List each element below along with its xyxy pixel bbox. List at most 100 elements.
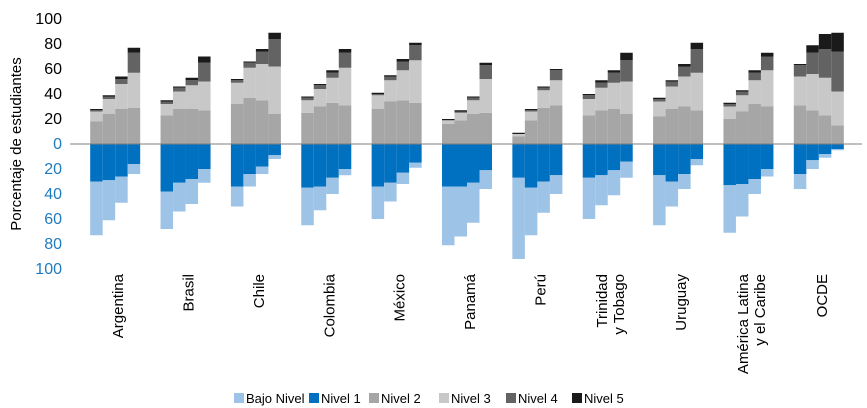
bar-segment-nivel-4 (454, 111, 467, 113)
category-label: Panamá (462, 273, 479, 330)
bar-segment-nivel-3 (595, 87, 608, 111)
bar-segment-nivel-1 (255, 144, 269, 167)
bar-group (90, 47, 141, 236)
bar-segment-nivel-4 (409, 45, 422, 61)
bar-segment-nivel-3 (185, 85, 199, 109)
bar-group (230, 32, 281, 207)
bar-segment-nivel-4 (102, 96, 116, 99)
bar-segment-nivel-5 (173, 86, 186, 88)
category-label-line: Colombia (321, 273, 338, 337)
bar-segment-nivel-2 (549, 105, 563, 144)
bar-segment-nivel-3 (818, 77, 832, 116)
legend: Bajo Nivel 1 Nivel 1 Nivel 2 Nivel 3 Nivel 4… (234, 391, 624, 406)
bar-segment-nivel-3 (338, 67, 352, 106)
bar-segment-nivel-3 (371, 95, 385, 109)
bar-segment-nivel-4 (268, 39, 281, 67)
bar-segment-nivel-4 (595, 82, 608, 88)
bar-segment-nivel-2 (160, 115, 174, 144)
bar-segment-nivel-5 (396, 59, 410, 62)
bar-segment-nivel-1 (653, 144, 666, 176)
bar-segment-nivel-2 (678, 106, 691, 144)
bar-segment-nivel-2 (653, 116, 666, 144)
legend-swatch (309, 393, 319, 403)
bar-segment-nivel-4 (678, 66, 691, 77)
bar-segment-nivel-1 (115, 144, 128, 177)
bar-segment-nivel-1 (90, 144, 103, 182)
bar-segment-nivel-2 (760, 106, 774, 144)
bar-segment-bajo-nivel-1 (479, 170, 492, 189)
bar-segment-nivel-3 (620, 81, 633, 114)
bar-segment-nivel-1 (185, 144, 199, 179)
legend-item: Nivel 5 (572, 391, 624, 406)
bar-segment-bajo-nivel-1 (442, 186, 455, 246)
category-label-line: Panamá (462, 273, 479, 330)
legend-swatch (439, 393, 449, 403)
category-label-line: América Latina (735, 273, 752, 374)
category-label-line: Perú (532, 274, 549, 306)
bar-segment-nivel-2 (818, 115, 832, 144)
bar-segment-nivel-2 (371, 109, 385, 144)
bar-segment-nivel-4 (735, 91, 749, 96)
bar-group (723, 52, 774, 233)
bar-segment-nivel-2 (690, 110, 704, 144)
bar-segment-nivel-1 (690, 144, 704, 159)
bar-segment-nivel-2 (90, 121, 103, 144)
bar-segment-nivel-3 (735, 95, 749, 112)
bar-segment-nivel-3 (748, 80, 761, 104)
bar-segment-nivel-3 (723, 106, 736, 119)
bar-segment-nivel-3 (243, 67, 256, 98)
legend-label: Nivel 5 (584, 391, 624, 406)
bar-segment-nivel-3 (549, 80, 563, 106)
bar-segment-bajo-nivel-1 (595, 175, 608, 206)
bar-segment-nivel-1 (549, 144, 563, 176)
bar-segment-nivel-3 (326, 77, 339, 103)
bar-segment-nivel-3 (512, 134, 525, 137)
bar-segment-nivel-2 (409, 102, 422, 144)
bar-segment-nivel-5 (301, 96, 314, 98)
bar-segment-nivel-4 (185, 80, 199, 86)
bar-segment-nivel-3 (607, 82, 621, 109)
bar-segment-nivel-2 (620, 114, 633, 144)
bar-segment-bajo-nivel-1 (396, 172, 410, 184)
y-tick-label: 0 (53, 136, 62, 153)
bar-segment-nivel-2 (115, 109, 128, 144)
bar-segment-nivel-2 (185, 109, 199, 144)
bar-segment-nivel-5 (454, 110, 467, 112)
legend-label: Bajo Nivel 1 (246, 391, 315, 406)
bar-segment-nivel-3 (313, 89, 327, 107)
bar-segment-bajo-nivel-1 (160, 191, 174, 229)
bar-segment-nivel-2 (831, 125, 844, 144)
category-label: Argentina (110, 273, 127, 338)
bar-segment-nivel-5 (582, 94, 596, 96)
bar-segment-bajo-nivel-1 (173, 182, 186, 212)
legend-label: Nivel 2 (381, 391, 421, 406)
bar-segment-nivel-1 (831, 144, 844, 149)
bar-segment-nivel-4 (653, 99, 666, 102)
legend-label: Nivel 4 (518, 391, 558, 406)
bar-segment-bajo-nivel-1 (198, 169, 211, 183)
bar-segment-bajo-nivel-1 (678, 174, 691, 189)
bar-segment-bajo-nivel-1 (115, 176, 128, 203)
bar-segment-nivel-5 (735, 90, 749, 92)
bar-segment-nivel-3 (268, 66, 281, 114)
bar-segment-bajo-nivel-1 (313, 186, 327, 211)
bar-segment-nivel-4 (313, 85, 327, 89)
bar-segment-bajo-nivel-1 (690, 159, 704, 166)
bar-segment-nivel-4 (396, 61, 410, 71)
bar-segment-bajo-nivel-1 (230, 186, 244, 207)
bar-segment-bajo-nivel-1 (301, 187, 314, 226)
bar-segment-nivel-5 (607, 70, 621, 73)
bar-segment-nivel-5 (338, 49, 352, 53)
bar-segment-nivel-4 (326, 72, 339, 78)
bar-segment-bajo-nivel-1 (371, 186, 385, 219)
bar-segment-nivel-4 (90, 110, 103, 112)
bar-segment-nivel-1 (467, 144, 480, 183)
bar-segment-nivel-2 (582, 115, 596, 144)
bar-segment-nivel-4 (115, 79, 128, 84)
bar-segment-nivel-1 (735, 144, 749, 184)
bar-segment-bajo-nivel-1 (409, 162, 422, 168)
legend-swatch (506, 393, 516, 403)
bar-group (442, 62, 492, 246)
bar-segment-nivel-2 (255, 100, 269, 144)
bar-segment-nivel-5 (620, 52, 633, 61)
